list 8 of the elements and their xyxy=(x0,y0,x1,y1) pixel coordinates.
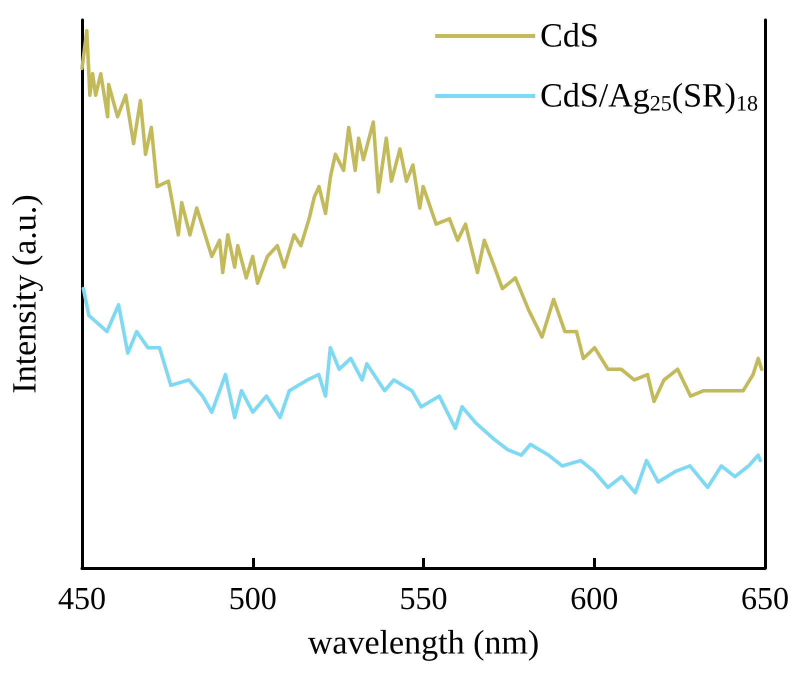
x-tick-label: 600 xyxy=(570,580,618,616)
x-tick-label: 500 xyxy=(228,580,277,616)
x-tick-label: 450 xyxy=(58,580,106,616)
legend-label: CdS xyxy=(540,18,599,54)
y-axis-title: Intensity (a.u.) xyxy=(6,194,44,394)
x-tick-label: 550 xyxy=(400,580,448,616)
x-tick-label: 650 xyxy=(741,580,789,616)
x-axis-title: wavelength (nm) xyxy=(308,624,540,662)
